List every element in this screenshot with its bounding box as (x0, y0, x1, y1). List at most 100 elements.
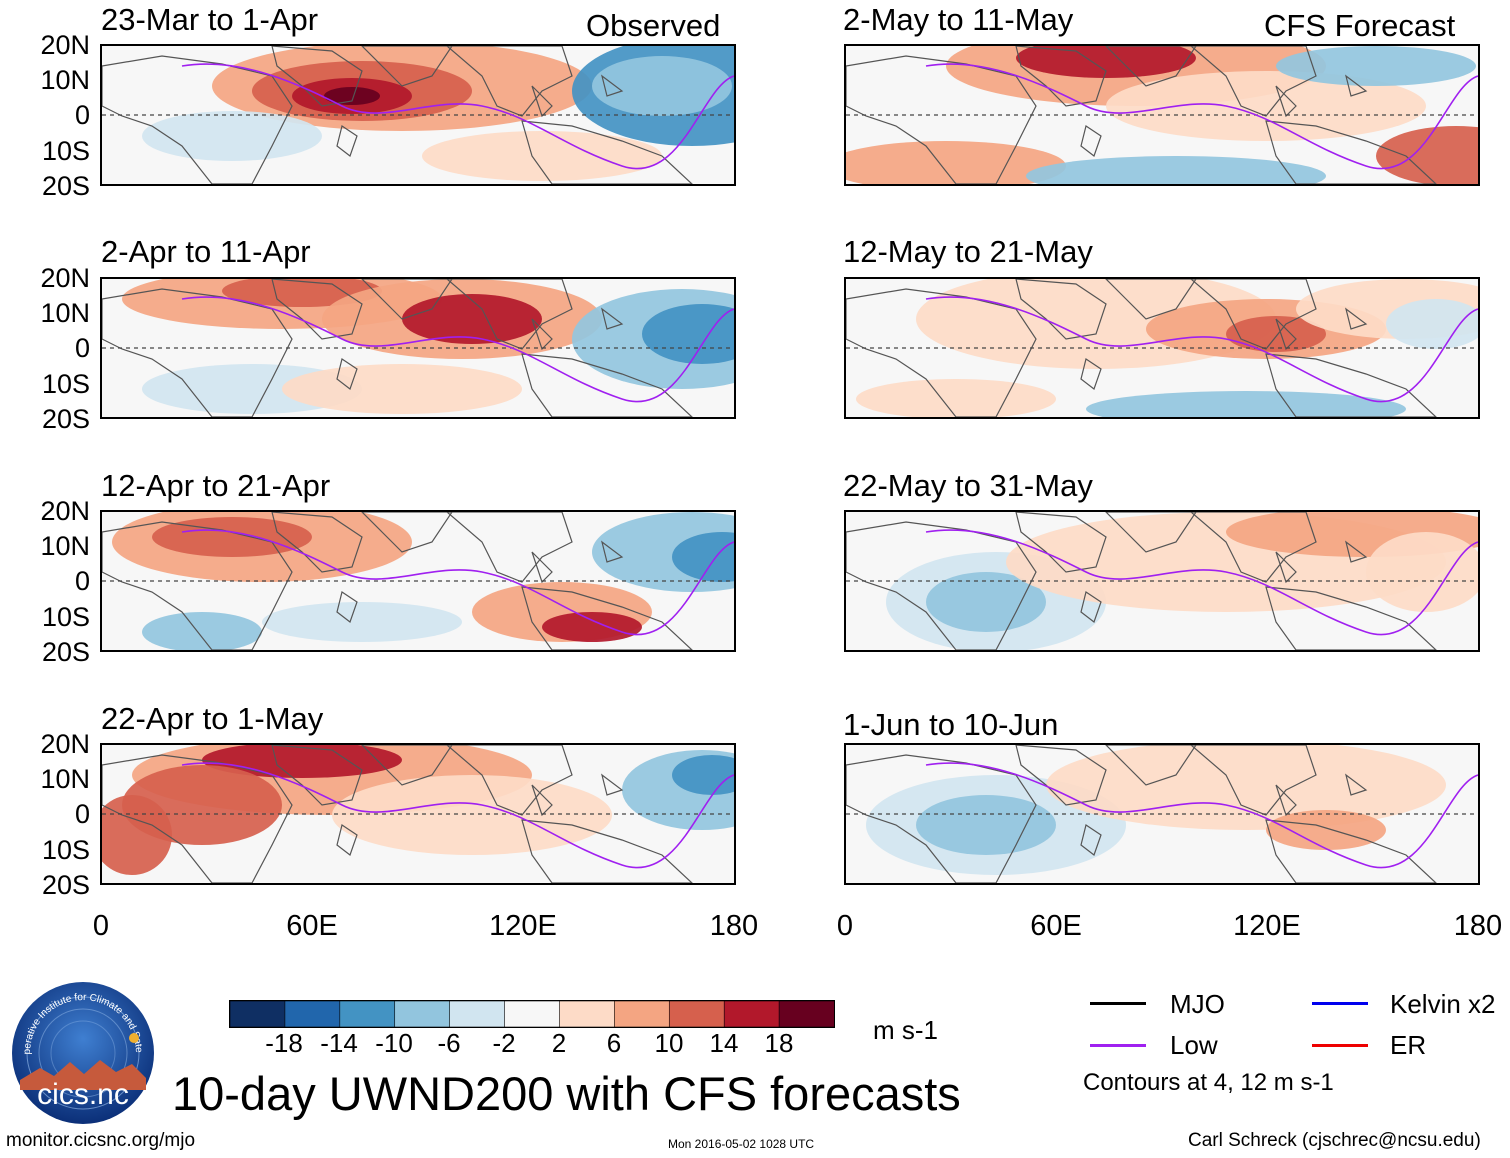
ytick-20s-p3: 20S (41, 637, 90, 667)
ytick-0-p2: 0 (74, 333, 90, 363)
anomaly-region-6 (262, 602, 462, 642)
colorbar-box-4 (449, 1000, 506, 1028)
ytick-20n-p4: 20N (40, 729, 90, 759)
anomaly-region-6 (102, 795, 172, 875)
footer-author: Carl Schreck (cjschrec@ncsu.edu) (1188, 1130, 1481, 1151)
ytick-20s-p1: 20S (41, 171, 90, 201)
map-panel-6 (844, 277, 1480, 419)
colorbar-box-6 (559, 1000, 616, 1028)
cb-tick-18: 18 (764, 1028, 794, 1058)
legend-label-kelvin: Kelvin x2 (1390, 989, 1496, 1019)
legend-line-mjo (1090, 1002, 1146, 1005)
colorbar (229, 1000, 835, 1028)
map-panel-4 (100, 743, 736, 885)
coastline-6 (336, 358, 358, 390)
xtick-180-right: 180 (1453, 910, 1503, 942)
anomaly-region-5 (672, 532, 734, 582)
contour-note: Contours at 4, 12 m s-1 (1083, 1069, 1334, 1096)
coastline-6 (336, 824, 358, 856)
colorbar-box-3 (394, 1000, 451, 1028)
xtick-120e-right: 120E (1233, 910, 1301, 942)
anomaly-region-1 (916, 795, 1056, 855)
coastline-6 (1080, 824, 1102, 856)
footer-url[interactable]: monitor.cicsnc.org/mjo (6, 1130, 196, 1151)
cb-tick-m6: -6 (437, 1028, 461, 1058)
coastline-4 (521, 353, 693, 417)
colorbar-box-7 (614, 1000, 671, 1028)
map-panel-2 (100, 277, 736, 419)
map-panel-5 (844, 44, 1480, 186)
anomaly-region-6 (1386, 299, 1478, 349)
ytick-0-p4: 0 (74, 799, 90, 829)
coastline-5 (1275, 540, 1368, 584)
colorbar-units: m s-1 (873, 1015, 938, 1045)
ytick-20s-p2: 20S (41, 404, 90, 434)
anomaly-region-5 (592, 56, 732, 116)
anomaly-region-6 (1276, 46, 1476, 86)
legend-line-er (1312, 1044, 1368, 1047)
anomaly-region-6 (142, 111, 322, 161)
low-contour (181, 762, 734, 869)
ytick-20n-p2: 20N (40, 263, 90, 293)
xtick-60e-right: 60E (1030, 910, 1082, 942)
coastline-2 (361, 46, 453, 87)
colorbar-box-8 (668, 1000, 725, 1028)
low-contour (181, 296, 734, 403)
coastline-3 (1190, 46, 1317, 117)
coastline-2 (1105, 46, 1197, 87)
coastline-3 (446, 745, 573, 816)
panel-title-3: 12-Apr to 21-Apr (101, 468, 331, 503)
cb-tick-14: 14 (709, 1028, 739, 1058)
coastline-3 (1190, 512, 1317, 583)
panel-title-4: 22-Apr to 1-May (101, 701, 324, 736)
observed-label: Observed (586, 8, 721, 43)
anomaly-region-5 (1026, 156, 1326, 184)
legend-label-er: ER (1390, 1030, 1427, 1060)
legend-line-low (1090, 1044, 1146, 1047)
coastline-6 (1080, 358, 1102, 390)
anomaly-region-7 (422, 131, 662, 181)
coastline-5 (1275, 307, 1368, 351)
panel-title-6: 12-May to 21-May (843, 234, 1093, 269)
map-panel-8 (844, 743, 1480, 885)
cb-tick-2: 2 (551, 1028, 567, 1058)
chart-title: 10-day UWND200 with CFS forecasts (172, 1067, 961, 1120)
ytick-10s-p2: 10S (41, 369, 90, 399)
anomaly-region-4 (1376, 126, 1478, 184)
ytick-20s-p4: 20S (41, 870, 90, 900)
colorbar-box-10 (778, 1000, 835, 1028)
low-contour (925, 296, 1478, 403)
coastline-3 (446, 512, 573, 583)
anomaly-region-3 (402, 294, 542, 344)
xtick-0-right: 0 (836, 910, 854, 942)
coastline-6 (336, 591, 358, 623)
cics-logo: Cooperative Institute for Climate and Sa… (6, 972, 156, 1126)
anomaly-region-2 (1046, 745, 1446, 830)
cb-tick-6: 6 (606, 1028, 622, 1058)
ytick-10n-p1: 10N (40, 65, 90, 95)
low-contour (925, 529, 1478, 636)
ytick-10n-p2: 10N (40, 298, 90, 328)
map-panel-7 (844, 510, 1480, 652)
anomaly-region-4 (856, 379, 1056, 417)
ytick-0-p3: 0 (74, 566, 90, 596)
anomaly-region-1 (152, 517, 312, 557)
legend-label-low: Low (1170, 1030, 1218, 1060)
forecast-label: CFS Forecast (1264, 8, 1456, 43)
coastline-5 (531, 773, 624, 817)
xtick-60e-left: 60E (286, 910, 338, 942)
ytick-10s-p1: 10S (41, 136, 90, 166)
panel-title-7: 22-May to 31-May (843, 468, 1093, 503)
coastline-3 (446, 46, 573, 117)
colorbar-box-1 (284, 1000, 341, 1028)
coastline-4 (521, 120, 693, 184)
legend-label-mjo: MJO (1170, 989, 1225, 1019)
coastline-5 (1275, 773, 1368, 817)
coastline-2 (1105, 745, 1197, 786)
anomaly-region-2 (1106, 71, 1426, 141)
coastline-6 (1080, 591, 1102, 623)
anomaly-region-3 (1266, 810, 1386, 850)
coastline-2 (1105, 279, 1197, 320)
xtick-0-left: 0 (92, 910, 110, 942)
cb-tick-m10: -10 (375, 1028, 413, 1058)
